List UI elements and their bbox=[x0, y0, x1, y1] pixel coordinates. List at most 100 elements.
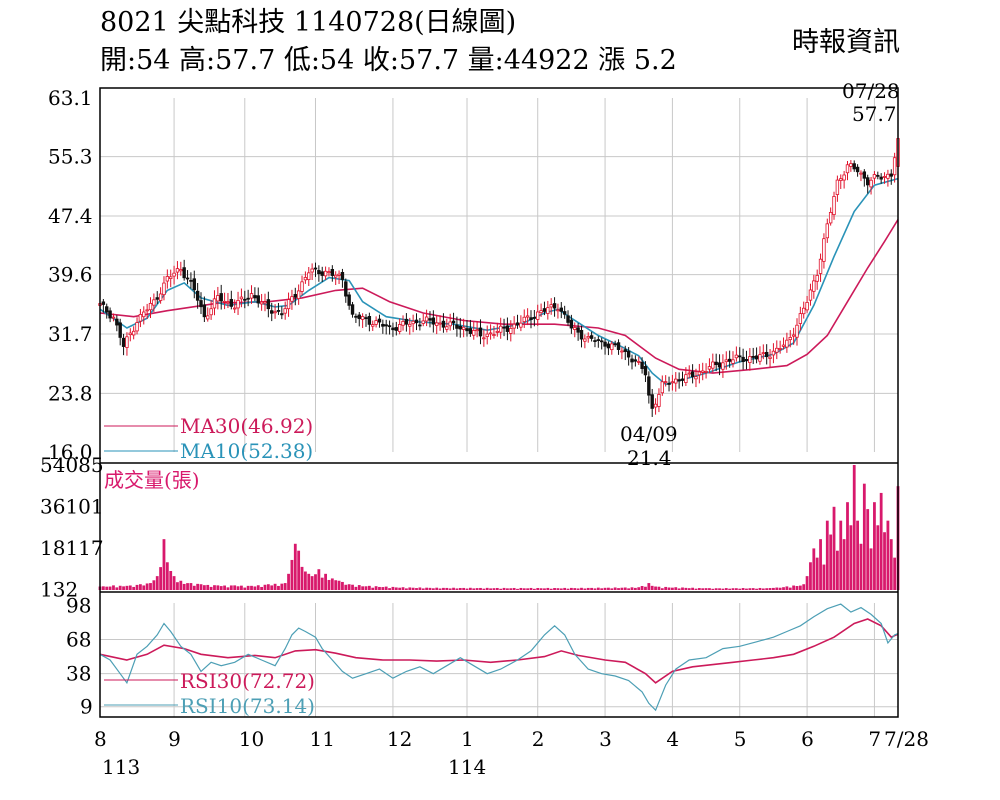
price-y-tick-label: 23.8 bbox=[48, 381, 93, 405]
ohlc-summary: 開:54 高:57.7 低:54 收:57.7 量:44922 漲 5.2 bbox=[100, 45, 677, 76]
volume-bar bbox=[765, 588, 769, 590]
rsi-layer bbox=[99, 603, 899, 712]
volume-bar bbox=[633, 587, 637, 590]
candle-body bbox=[825, 223, 829, 239]
price-y-tick-label: 16.0 bbox=[48, 440, 93, 464]
candle-body bbox=[754, 355, 759, 360]
volume-bar bbox=[839, 520, 843, 590]
candle-body bbox=[111, 316, 116, 319]
volume-bar bbox=[256, 585, 260, 590]
volume-bar bbox=[576, 588, 580, 590]
volume-bar bbox=[445, 587, 449, 590]
candle-body bbox=[303, 277, 308, 281]
volume-bar bbox=[236, 586, 240, 590]
candle-body bbox=[488, 332, 493, 335]
volume-bar bbox=[142, 585, 146, 590]
low-date-annotation: 04/09 bbox=[620, 422, 678, 446]
candle-body bbox=[576, 327, 580, 333]
volume-bar bbox=[842, 539, 846, 590]
volume-bar bbox=[637, 587, 641, 590]
volume-bar bbox=[761, 588, 765, 590]
candle-body bbox=[566, 315, 570, 323]
candle-body bbox=[586, 336, 590, 339]
volume-bar bbox=[260, 586, 264, 590]
x-month-label: 8 bbox=[94, 727, 107, 751]
candle-body bbox=[741, 356, 745, 363]
candle-body bbox=[286, 299, 291, 310]
volume-bar bbox=[711, 588, 715, 590]
candle-body bbox=[175, 268, 180, 273]
candle-body bbox=[347, 294, 351, 306]
candle-body bbox=[559, 307, 563, 312]
candle-body bbox=[626, 350, 631, 358]
volume-bar bbox=[677, 588, 681, 590]
candle-body bbox=[637, 360, 641, 363]
volume-bar bbox=[778, 587, 782, 590]
candle-body bbox=[340, 272, 345, 280]
volume-bar bbox=[795, 586, 799, 590]
candle-body bbox=[549, 304, 553, 308]
volume-bar bbox=[411, 587, 415, 590]
volume-bar bbox=[229, 585, 233, 590]
candle-body bbox=[131, 330, 136, 336]
candle-body bbox=[808, 289, 813, 301]
candle-body bbox=[701, 370, 705, 373]
volume-bar bbox=[506, 588, 509, 590]
candle-body bbox=[333, 274, 338, 278]
volume-bar bbox=[596, 587, 600, 590]
candle-body bbox=[236, 300, 240, 309]
price-y-tick-label: 63.1 bbox=[48, 86, 93, 110]
volume-bar bbox=[482, 588, 486, 590]
candle-body bbox=[108, 310, 112, 319]
volume-bar bbox=[431, 588, 435, 590]
volume-bar bbox=[694, 588, 698, 590]
volume-bar bbox=[876, 525, 880, 590]
volume-bar bbox=[398, 587, 402, 590]
candle-body bbox=[610, 343, 614, 351]
volume-bar bbox=[708, 588, 711, 590]
candle-body bbox=[155, 297, 159, 300]
volume-bar bbox=[862, 483, 866, 590]
candle-body bbox=[397, 324, 402, 332]
candle-body bbox=[344, 281, 348, 297]
price-y-tick-label: 55.3 bbox=[48, 145, 93, 169]
candle-body bbox=[105, 306, 109, 313]
candle-body bbox=[209, 308, 213, 316]
volume-bar bbox=[573, 588, 577, 590]
candle-body bbox=[212, 298, 217, 309]
candle-body bbox=[657, 394, 661, 407]
volume-bar bbox=[364, 586, 368, 590]
candle-body bbox=[202, 304, 207, 318]
volume-bar bbox=[280, 583, 284, 590]
volume-bar bbox=[118, 585, 122, 590]
volume-bar bbox=[583, 588, 587, 590]
volume-bar bbox=[442, 587, 445, 590]
volume-bar bbox=[135, 584, 139, 590]
x-month-label: 7/28 bbox=[884, 727, 929, 751]
x-month-label: 9 bbox=[168, 727, 181, 751]
candle-body bbox=[849, 163, 853, 167]
candle-body bbox=[320, 271, 324, 276]
candle-body bbox=[360, 316, 365, 320]
volume-bar bbox=[846, 502, 849, 590]
volume-bar bbox=[600, 588, 604, 590]
candle-body bbox=[118, 322, 122, 338]
volume-y-tick-label: 132 bbox=[40, 578, 78, 602]
volume-bar bbox=[640, 585, 644, 590]
volume-bar bbox=[859, 543, 863, 590]
candle-body bbox=[859, 172, 863, 175]
volume-bar bbox=[226, 587, 230, 590]
rsi30-legend-label: RSI30(72.72) bbox=[180, 669, 315, 693]
candle-body bbox=[148, 302, 153, 311]
volume-bar bbox=[569, 587, 573, 590]
volume-bar bbox=[246, 585, 250, 590]
candle-body bbox=[135, 322, 139, 332]
source-label: 時報資訊 bbox=[792, 27, 900, 58]
candle-body bbox=[653, 403, 658, 408]
volume-bar bbox=[883, 532, 886, 590]
volume-bar bbox=[671, 587, 674, 590]
volume-bar bbox=[128, 585, 132, 590]
candle-body bbox=[727, 358, 732, 362]
volume-bar bbox=[448, 588, 452, 590]
candle-body bbox=[771, 350, 776, 356]
